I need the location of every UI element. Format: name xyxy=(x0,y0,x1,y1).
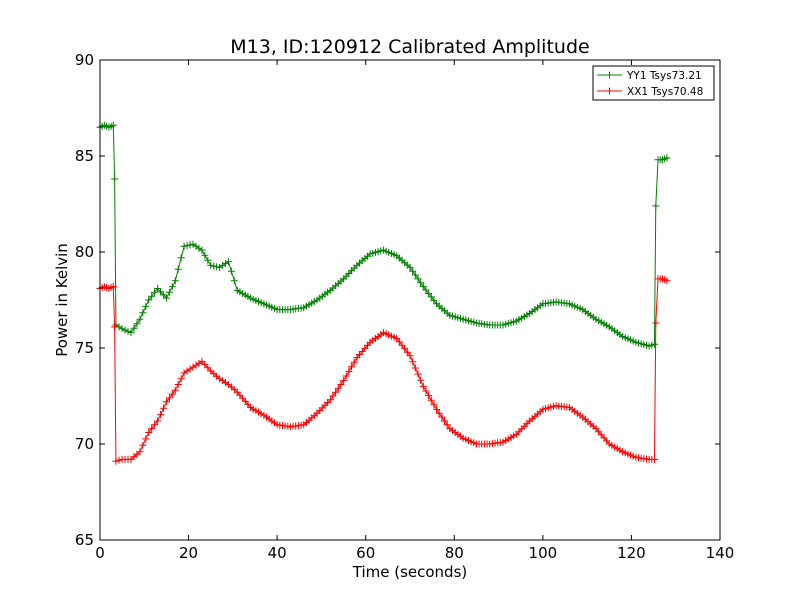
plot-frame xyxy=(99,59,721,541)
x-tick-label: 100 xyxy=(529,544,558,562)
plot-area xyxy=(96,59,721,541)
legend-item: XX1 Tsys70.48 xyxy=(597,86,703,98)
series-2 xyxy=(96,275,671,465)
y-tick-label: 90 xyxy=(75,51,94,69)
y-axis: 65 70 75 80 85 90 xyxy=(75,51,720,549)
y-axis-label: Power in Kelvin xyxy=(53,243,71,357)
x-tick-label: 140 xyxy=(706,544,735,562)
series-layer xyxy=(96,121,671,465)
x-axis: 0 20 40 60 80 100 120 140 xyxy=(95,60,734,562)
x-tick-label: 120 xyxy=(617,544,646,562)
x-tick-label: 60 xyxy=(356,544,375,562)
legend-item: YY1 Tsys73.21 xyxy=(597,70,702,82)
legend-marker xyxy=(606,71,613,79)
y-tick-label: 75 xyxy=(75,339,94,357)
x-tick-label: 40 xyxy=(268,544,287,562)
y-tick-label: 65 xyxy=(75,531,94,549)
y-tick-label: 80 xyxy=(75,243,94,261)
legend: YY1 Tsys73.21 XX1 Tsys70.48 xyxy=(592,65,715,101)
legend-label: YY1 Tsys73.21 xyxy=(626,70,702,82)
x-tick-label: 80 xyxy=(445,544,464,562)
y-tick-label: 70 xyxy=(75,435,94,453)
chart-title: M13, ID:120912 Calibrated Amplitude xyxy=(230,36,589,58)
legend-box xyxy=(592,65,715,101)
legend-label: XX1 Tsys70.48 xyxy=(627,86,703,98)
x-tick-label: 20 xyxy=(179,544,198,562)
legend-marker xyxy=(606,87,613,95)
y-tick-label: 85 xyxy=(75,147,94,165)
x-tick-label: 0 xyxy=(95,544,105,562)
x-axis-label: Time (seconds) xyxy=(352,563,468,581)
